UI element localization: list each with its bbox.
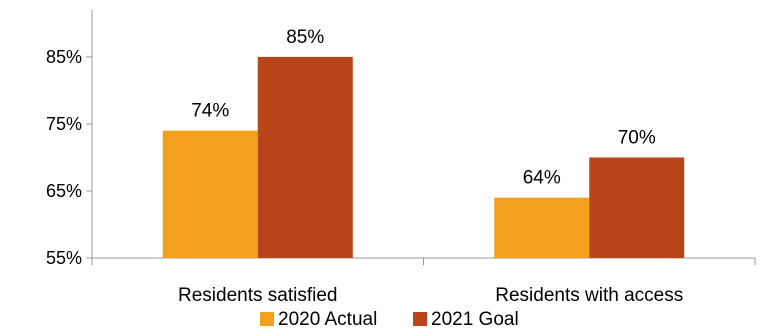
labels: 74% 85% Residents satisfied 64% 70% Residents… bbox=[178, 27, 683, 306]
data-label: 85% bbox=[286, 27, 324, 48]
legend: 2020 Actual 2021 Goal bbox=[260, 309, 519, 330]
legend-swatch bbox=[413, 312, 427, 326]
y-tick-label: 85% bbox=[46, 47, 82, 67]
legend-label: 2021 Goal bbox=[431, 309, 519, 330]
legend-swatch bbox=[260, 312, 274, 326]
data-label: 64% bbox=[523, 168, 561, 189]
y-tick-label: 75% bbox=[46, 114, 82, 134]
y-tick-label: 65% bbox=[46, 181, 82, 201]
bar bbox=[162, 130, 258, 258]
y-tick-label: 55% bbox=[46, 248, 82, 268]
bars bbox=[162, 56, 685, 259]
legend-label: 2020 Actual bbox=[278, 309, 377, 330]
category-label: Residents satisfied bbox=[178, 285, 337, 306]
bar bbox=[494, 197, 590, 258]
bar bbox=[257, 56, 353, 259]
category-label: Residents with access bbox=[495, 285, 683, 306]
data-label: 74% bbox=[191, 101, 229, 122]
bar bbox=[589, 157, 685, 258]
data-label: 70% bbox=[618, 127, 656, 148]
